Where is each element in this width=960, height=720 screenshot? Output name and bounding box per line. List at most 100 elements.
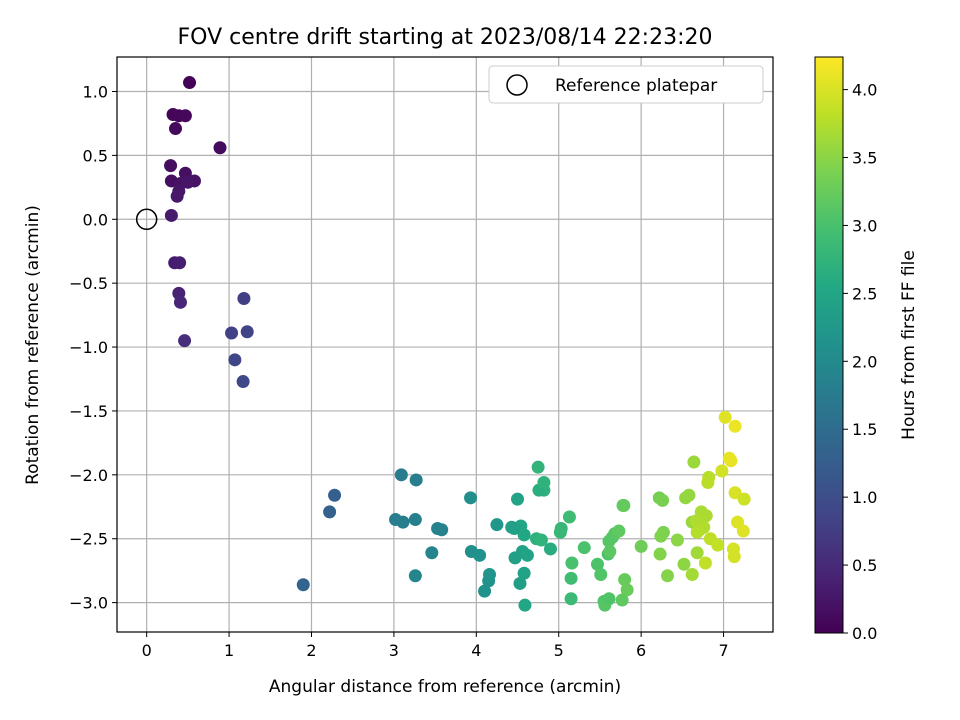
- data-point-42: [483, 568, 497, 581]
- x-tick-label-1: 1: [224, 641, 234, 660]
- legend-reference-icon: [506, 74, 528, 96]
- data-point-35: [425, 546, 439, 560]
- data-point-118: [736, 524, 750, 538]
- data-point-91: [661, 569, 675, 583]
- data-point-19: [178, 334, 192, 348]
- data-point-65: [565, 556, 579, 570]
- data-point-43: [490, 518, 504, 532]
- data-point-6: [164, 159, 178, 173]
- data-point-90: [653, 547, 667, 561]
- data-point-49: [507, 522, 521, 535]
- data-point-115: [727, 550, 741, 564]
- data-point-27: [296, 578, 310, 592]
- data-point-66: [564, 571, 578, 585]
- data-point-55: [531, 460, 545, 474]
- data-point-58: [537, 476, 551, 489]
- data-point-29: [409, 473, 423, 487]
- data-point-26: [323, 505, 337, 519]
- data-point-92: [670, 533, 684, 547]
- colorbar-tick-label-1: 0.5: [852, 556, 877, 575]
- data-point-69: [590, 557, 604, 571]
- data-point-68: [577, 541, 591, 555]
- data-point-14: [164, 208, 178, 222]
- data-point-22: [240, 325, 254, 339]
- y-tick-label-5: −1.5: [69, 402, 108, 421]
- x-tick-label-0: 0: [142, 641, 152, 660]
- data-point-53: [517, 566, 531, 580]
- data-point-79: [612, 524, 626, 538]
- y-tick-label-2: 0.0: [83, 210, 108, 229]
- data-point-70: [594, 568, 608, 581]
- data-point-99: [690, 546, 704, 560]
- data-point-37: [464, 491, 478, 505]
- data-point-4: [169, 122, 183, 136]
- data-point-16: [173, 256, 187, 270]
- data-point-109: [718, 410, 732, 424]
- plot-frame: [116, 56, 774, 633]
- data-point-32: [408, 513, 422, 527]
- data-point-121: [698, 556, 712, 570]
- data-point-39: [473, 548, 487, 562]
- data-point-23: [228, 353, 242, 367]
- x-tick-label-5: 5: [554, 641, 564, 660]
- data-point-21: [225, 326, 239, 340]
- data-point-85: [634, 539, 648, 553]
- x-tick-label-6: 6: [636, 641, 646, 660]
- data-point-20: [237, 292, 251, 305]
- data-point-78: [602, 592, 616, 606]
- data-point-117: [737, 492, 751, 506]
- data-point-76: [602, 534, 616, 548]
- colorbar-tick-label-6: 3.0: [852, 216, 877, 235]
- data-points: [164, 76, 751, 612]
- y-tick-label-7: −2.5: [69, 530, 108, 549]
- data-point-119: [685, 568, 699, 581]
- y-axis-label: Rotation from reference (arcmin): [23, 205, 43, 485]
- data-point-101: [699, 509, 713, 523]
- grid-lines: [117, 57, 773, 632]
- colorbar-tick-label-7: 3.5: [852, 149, 877, 168]
- y-tick-label-0: 1.0: [83, 83, 108, 102]
- colorbar: [814, 56, 844, 634]
- legend-box: [488, 65, 764, 104]
- data-point-13: [170, 189, 184, 203]
- data-point-107: [711, 538, 725, 552]
- data-point-28: [394, 468, 408, 482]
- x-axis-label: Angular distance from reference (arcmin): [269, 677, 621, 697]
- data-point-3: [178, 109, 192, 123]
- data-point-112: [728, 419, 742, 433]
- data-point-64: [562, 510, 576, 524]
- y-axis: 1.0 0.5 0.0 −0.5 −1.0 −1.5 −2.0 −2.5 −3.0: [69, 83, 117, 613]
- data-point-63: [553, 525, 567, 539]
- data-point-93: [677, 557, 691, 571]
- data-point-34: [435, 523, 449, 537]
- data-point-113: [728, 486, 742, 500]
- data-point-97: [687, 455, 701, 469]
- data-point-81: [617, 499, 631, 512]
- data-point-5: [213, 141, 227, 155]
- data-point-46: [511, 492, 525, 506]
- data-point-0: [183, 76, 197, 90]
- data-point-111: [724, 454, 738, 468]
- colorbar-tick-label-0: 0.0: [852, 624, 877, 643]
- data-point-89: [654, 529, 668, 543]
- data-point-108: [715, 464, 729, 478]
- y-tick-label-4: −1.0: [69, 338, 108, 357]
- data-point-48: [517, 528, 531, 542]
- data-point-87: [656, 493, 670, 507]
- y-tick-label-8: −3.0: [69, 594, 108, 613]
- data-point-105: [701, 476, 715, 489]
- legend: Reference platepar: [488, 65, 764, 104]
- legend-label: Reference platepar: [555, 76, 717, 96]
- x-tick-label-2: 2: [306, 641, 316, 660]
- colorbar-tick-label-4: 2.0: [852, 352, 877, 371]
- data-point-67: [564, 592, 578, 606]
- data-point-24: [236, 375, 250, 389]
- x-axis: 0 1 2 3 4 5 6 7: [142, 632, 729, 660]
- x-tick-label-7: 7: [718, 641, 728, 660]
- data-point-77: [603, 545, 617, 558]
- data-point-52: [513, 576, 527, 590]
- data-point-120: [690, 525, 704, 539]
- data-point-11: [181, 175, 195, 189]
- data-point-18: [173, 295, 187, 309]
